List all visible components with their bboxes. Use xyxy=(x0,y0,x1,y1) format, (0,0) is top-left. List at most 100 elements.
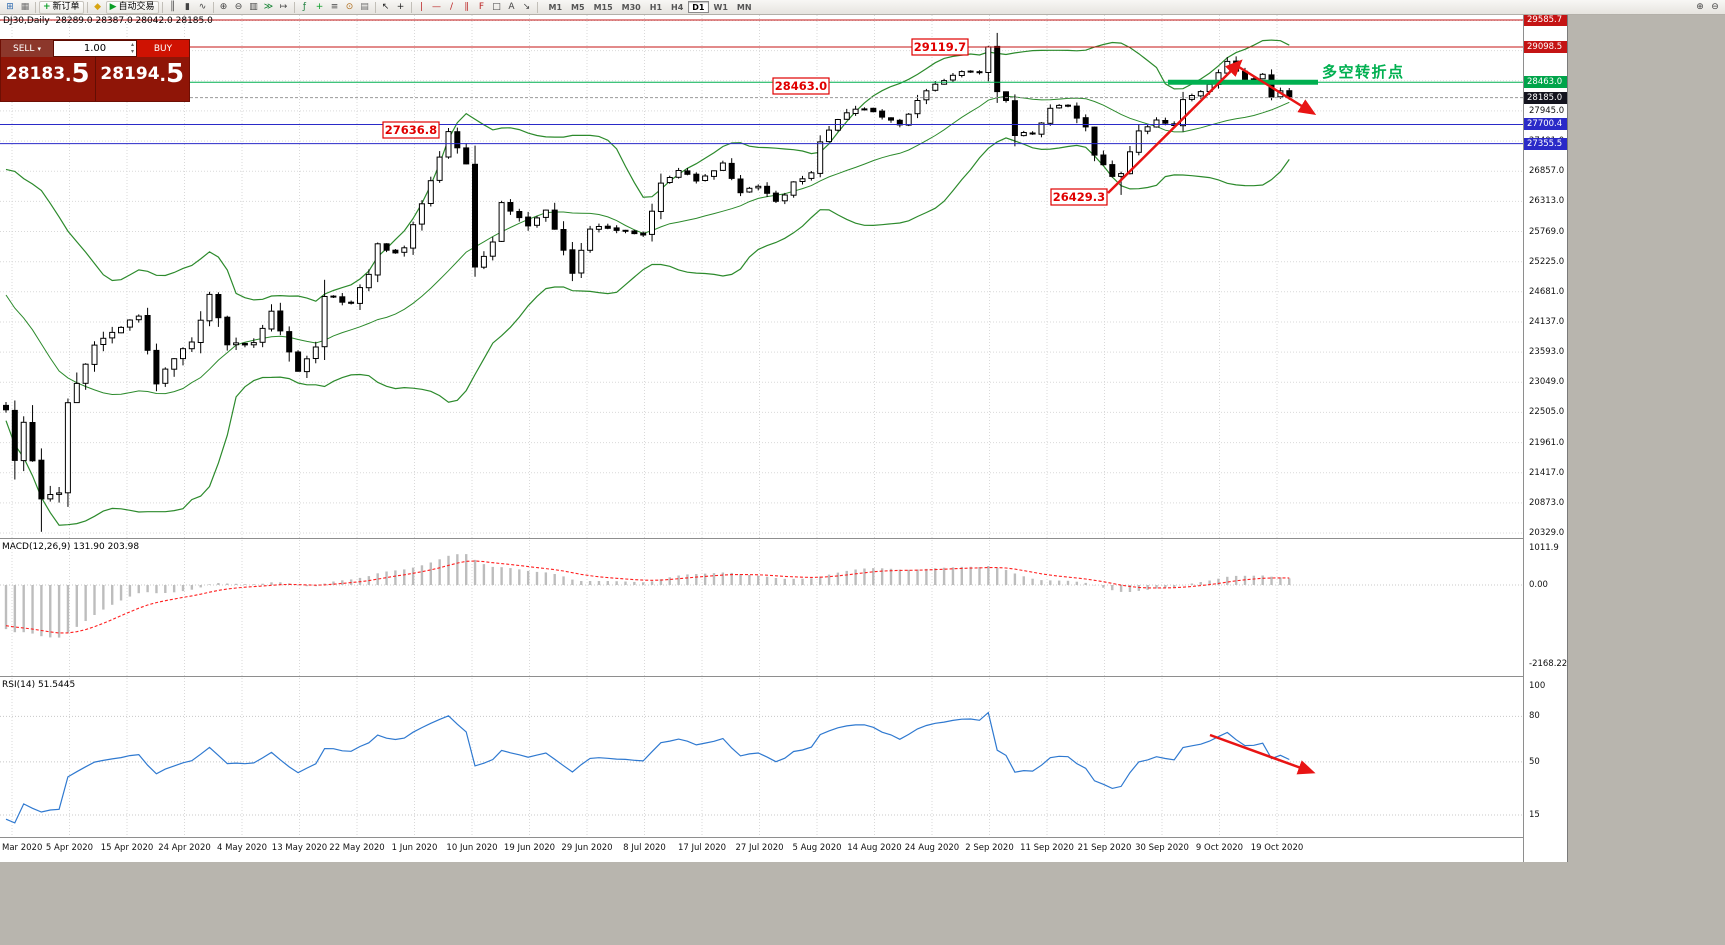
time-axis-label[interactable]: 15 Apr 2020 xyxy=(100,843,154,853)
sell-price[interactable]: 28183. 5 xyxy=(1,57,96,101)
rsi-trend-arrow[interactable] xyxy=(1209,733,1316,775)
macd-panel-separator[interactable] xyxy=(0,538,1567,539)
time-axis-label[interactable]: 11 Sep 2020 xyxy=(1020,843,1074,853)
time-axis-label[interactable]: 30 Sep 2020 xyxy=(1135,843,1189,853)
time-axis-label[interactable]: 19 Oct 2020 xyxy=(1250,843,1304,853)
time-axis-label[interactable]: 27 Jul 2020 xyxy=(735,843,784,853)
period-refresh-icon[interactable]: ⊙ xyxy=(345,1,354,12)
macd-axis-label: 1011.9 xyxy=(1529,542,1559,553)
trendline-icon[interactable]: / xyxy=(449,1,454,12)
buy-price[interactable]: 28194. 5 xyxy=(96,57,190,101)
text-icon[interactable]: A xyxy=(508,1,515,12)
time-axis-label[interactable]: 24 Apr 2020 xyxy=(158,843,211,853)
fibonacci-icon[interactable]: F xyxy=(478,1,485,12)
pivot-annotation: 多空转折点 xyxy=(1322,63,1405,81)
timeframe-mn[interactable]: MN xyxy=(736,3,752,12)
price-axis-label: 23593.0 xyxy=(1529,347,1565,358)
sell-button[interactable]: SELL ▾ xyxy=(1,40,53,57)
timeframe-h1[interactable]: H1 xyxy=(649,3,663,12)
shapes-icon[interactable]: □ xyxy=(492,1,501,12)
time-axis-label[interactable]: 9 Oct 2020 xyxy=(1195,843,1244,853)
timeframe-m15[interactable]: M15 xyxy=(593,3,613,12)
time-axis-label[interactable]: 1 Jun 2020 xyxy=(391,843,438,853)
horizontal-line-icon[interactable]: — xyxy=(432,1,441,12)
bar-chart-icon[interactable]: ║ xyxy=(169,1,176,12)
new-chart-icon[interactable]: ⊞ xyxy=(6,1,14,12)
macd-grid xyxy=(0,540,1523,676)
time-axis-label[interactable]: 5 Apr 2020 xyxy=(45,843,94,853)
cursor-icon[interactable]: ↖ xyxy=(381,1,390,12)
price-callout[interactable]: 26429.3 xyxy=(1050,188,1108,206)
metaeditor-icon[interactable]: ◆ xyxy=(94,1,102,12)
timeframe-d1[interactable]: D1 xyxy=(688,1,709,13)
toolbar-separator xyxy=(161,1,163,13)
timeframe-m1[interactable]: M1 xyxy=(548,3,563,12)
macd-panel[interactable] xyxy=(0,540,1523,676)
rsi-panel[interactable] xyxy=(0,678,1523,838)
timeframe-w1[interactable]: W1 xyxy=(713,3,728,12)
time-axis-label[interactable]: 21 Sep 2020 xyxy=(1077,843,1132,853)
crosshair-icon[interactable]: + xyxy=(396,1,405,12)
trend-arrow-1[interactable] xyxy=(1107,59,1243,194)
price-callout[interactable]: 28463.0 xyxy=(772,77,830,95)
volume-input[interactable]: 1.00 ▴ ▾ xyxy=(53,40,137,57)
auto-scroll-icon[interactable]: ≫ xyxy=(263,1,274,12)
time-axis-label[interactable]: 22 May 2020 xyxy=(329,843,385,853)
new-order-button[interactable]: + 新订单 xyxy=(39,0,84,14)
price-axis-label: 22505.0 xyxy=(1529,407,1565,418)
add-indicator-icon[interactable]: + xyxy=(315,1,324,12)
price-callout[interactable]: 27636.8 xyxy=(382,121,440,139)
bollinger-bands xyxy=(5,39,1290,526)
price-callout[interactable]: 29119.7 xyxy=(911,38,969,56)
price-axis-label: 26857.0 xyxy=(1529,166,1565,177)
time-axis-label[interactable]: 5 Aug 2020 xyxy=(792,843,842,853)
time-axis-label[interactable]: Mar 2020 xyxy=(2,843,43,853)
vertical-line-icon[interactable]: | xyxy=(419,1,424,12)
timeframe-m30[interactable]: M30 xyxy=(621,3,641,12)
time-axis-label[interactable]: 19 Jun 2020 xyxy=(503,843,556,853)
indicators-icon[interactable]: ƒ xyxy=(302,1,307,12)
horizontal-levels[interactable] xyxy=(0,19,1523,145)
time-axis-label[interactable]: 29 Jun 2020 xyxy=(561,843,613,853)
price-axis[interactable]: 20329.0 20873.0 21417.0 21961.0 22505.0 23049… xyxy=(1523,15,1567,862)
zoom-out-icon[interactable]: ⊖ xyxy=(234,1,243,12)
trend-arrow-2[interactable] xyxy=(1233,62,1317,115)
time-axis-label[interactable]: 17 Jul 2020 xyxy=(677,843,727,853)
new-order-button-icon: + xyxy=(43,1,51,12)
templates-icon[interactable]: ▤ xyxy=(360,1,369,12)
volume-down-arrow-icon[interactable]: ▾ xyxy=(130,48,134,55)
buy-button[interactable]: BUY xyxy=(137,40,189,57)
price-tag: 28463.0 xyxy=(1524,76,1567,89)
price-axis-label: 25225.0 xyxy=(1529,256,1565,267)
candlestick-chart-icon[interactable]: ▮ xyxy=(185,1,190,12)
time-axis-label[interactable]: 24 Aug 2020 xyxy=(904,843,960,853)
profiles-icon[interactable]: ▦ xyxy=(20,1,30,12)
objects-icon[interactable]: ≡ xyxy=(330,1,339,12)
magnifier-minus-icon[interactable]: ⊖ xyxy=(1711,1,1719,12)
channel-icon[interactable]: ∥ xyxy=(464,1,469,12)
rsi-panel-separator[interactable] xyxy=(0,676,1567,677)
volume-spinner[interactable]: ▴ ▾ xyxy=(131,41,134,55)
autotrading-button[interactable]: ▶ 自动交易 xyxy=(105,0,159,14)
time-axis-label[interactable]: 13 May 2020 xyxy=(271,843,328,853)
price-chart[interactable]: 29119.7 28463.0 27636.8 26429.3 多空转折点 xyxy=(0,15,1523,538)
time-axis-label[interactable]: 4 May 2020 xyxy=(216,843,268,853)
price-tag: 28185.0 xyxy=(1524,91,1567,104)
time-axis-label[interactable]: 2 Sep 2020 xyxy=(965,843,1014,853)
chart-shift-icon[interactable]: ↦ xyxy=(279,1,288,12)
arrows-icon[interactable]: ↘ xyxy=(522,1,531,12)
magnifier-plus-icon[interactable]: ⊕ xyxy=(1696,1,1704,12)
volume-up-arrow-icon[interactable]: ▴ xyxy=(130,41,134,48)
zoom-in-icon[interactable]: ⊕ xyxy=(219,1,228,12)
timeframe-m5[interactable]: M5 xyxy=(571,3,585,12)
rsi-grid xyxy=(0,678,1523,838)
time-axis-label[interactable]: 14 Aug 2020 xyxy=(847,843,902,853)
time-axis-label[interactable]: 10 Jun 2020 xyxy=(446,843,498,853)
line-chart-icon[interactable]: ∿ xyxy=(198,1,207,12)
timeframe-h4[interactable]: H4 xyxy=(671,3,684,12)
rsi-axis-label: 100 xyxy=(1529,681,1546,691)
tile-windows-icon[interactable]: ▥ xyxy=(249,1,258,12)
autotrading-button-label: 自动交易 xyxy=(118,1,155,12)
time-axis[interactable]: Mar 2020 5 Apr 2020 15 Apr 2020 24 Apr 2020… xyxy=(0,838,1523,862)
time-axis-label[interactable]: 8 Jul 2020 xyxy=(623,843,666,853)
